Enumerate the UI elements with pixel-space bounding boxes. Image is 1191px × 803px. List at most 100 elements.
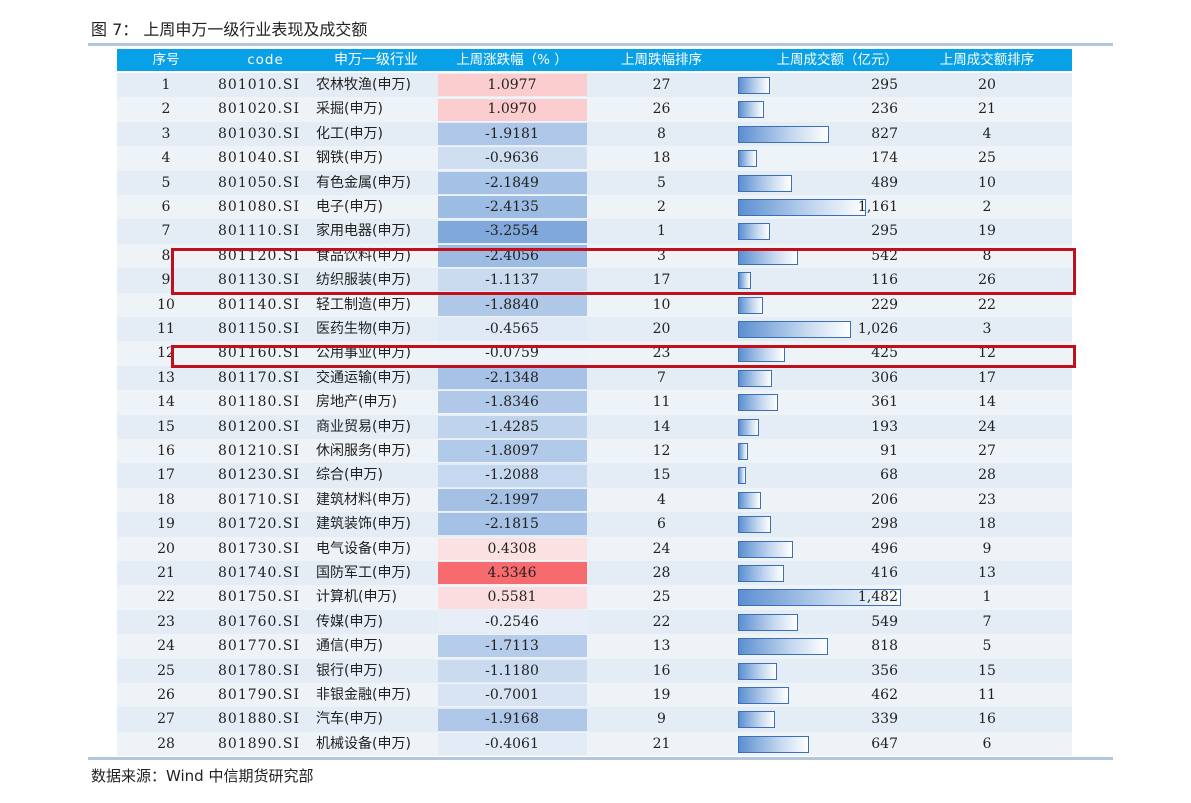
row-industry: 商业贸易(申万)	[316, 418, 411, 435]
row-change: -1.1137	[485, 272, 539, 289]
row-volume-rank: 10	[978, 174, 996, 191]
row-change-rank: 18	[652, 150, 671, 167]
row-index: 5	[161, 174, 171, 191]
row-volume: 116	[871, 272, 898, 289]
row-change: -2.1348	[485, 369, 539, 386]
volume-bar	[738, 199, 866, 216]
table-row	[117, 463, 1072, 488]
row-volume: 174	[871, 150, 898, 167]
row-change: -1.9181	[485, 125, 539, 142]
row-volume-rank: 21	[978, 101, 996, 118]
data-source: 数据来源：Wind 中信期货研究部	[91, 767, 314, 785]
row-volume-rank: 9	[982, 540, 992, 557]
change-heat-cell	[438, 415, 587, 438]
row-industry: 建筑装饰(申万)	[316, 516, 411, 533]
row-index: 24	[157, 638, 175, 655]
table-row	[117, 390, 1072, 415]
row-code: 801200.SI	[218, 418, 301, 435]
row-code: 801140.SI	[218, 296, 301, 313]
table-row	[117, 121, 1072, 147]
volume-bar	[738, 150, 758, 168]
volume-bar	[738, 613, 799, 631]
volume-bar	[738, 491, 761, 509]
row-volume-rank: 16	[978, 711, 996, 728]
row-volume: 1,026	[857, 321, 898, 337]
row-index: 11	[157, 321, 175, 337]
row-change: -0.4565	[485, 321, 539, 337]
row-code: 801050.SI	[218, 174, 301, 191]
change-heat-cell	[438, 269, 587, 292]
row-index: 20	[157, 540, 175, 557]
row-code: 801170.SI	[218, 369, 301, 386]
row-change: -2.1815	[485, 516, 539, 533]
row-volume-rank: 13	[978, 565, 996, 581]
table-row	[117, 97, 1072, 122]
volume-bar	[738, 711, 776, 729]
bottom-rule	[88, 757, 1113, 760]
row-code: 801040.SI	[218, 150, 301, 167]
row-industry: 农林牧渔(申万)	[316, 77, 411, 93]
row-industry: 国防军工(申万)	[316, 565, 411, 581]
row-volume: 489	[871, 174, 898, 191]
row-industry: 医药生物(申万)	[316, 321, 411, 337]
row-code: 801770.SI	[218, 638, 301, 655]
row-industry: 汽车(申万)	[316, 711, 383, 728]
row-industry: 纺织服装(申万)	[316, 272, 411, 289]
row-volume-rank: 23	[978, 491, 996, 508]
row-change-rank: 6	[657, 516, 666, 533]
volume-bar	[738, 516, 771, 534]
figure-title: 图 7： 上周申万一级行业表现及成交额	[91, 20, 368, 39]
row-change-rank: 10	[652, 296, 671, 313]
change-heat-cell	[438, 171, 587, 194]
volume-bar	[738, 321, 851, 338]
volume-bar	[738, 125, 829, 143]
volume-bar	[738, 272, 751, 290]
table-row	[117, 487, 1072, 513]
row-code: 801710.SI	[218, 491, 301, 508]
change-heat-cell	[438, 586, 587, 609]
row-code: 801030.SI	[218, 125, 301, 142]
row-change: -0.2546	[485, 613, 539, 630]
row-change: -2.1849	[485, 174, 539, 191]
row-index: 28	[157, 735, 175, 752]
row-change: -0.0759	[485, 345, 539, 362]
row-change: -2.1997	[485, 491, 539, 508]
volume-bar	[738, 77, 771, 94]
row-change: -1.2088	[485, 467, 539, 484]
row-code: 801790.SI	[218, 687, 301, 703]
table-row	[117, 317, 1072, 342]
row-volume: 542	[871, 247, 898, 264]
change-heat-cell	[438, 611, 587, 633]
volume-bar	[738, 540, 793, 558]
row-industry: 计算机(申万)	[316, 589, 397, 606]
change-heat-cell	[438, 74, 587, 97]
top-rule	[88, 43, 1113, 46]
row-change-rank: 14	[652, 418, 671, 435]
table-row	[117, 658, 1072, 683]
header-index: 序号	[117, 49, 215, 71]
row-volume-rank: 7	[982, 613, 992, 630]
row-change-rank: 21	[652, 735, 671, 752]
row-volume-rank: 8	[982, 247, 992, 264]
row-index: 23	[157, 613, 175, 630]
row-change-rank: 17	[652, 272, 671, 289]
row-index: 8	[161, 247, 171, 264]
row-change: -1.8346	[485, 394, 539, 411]
row-volume-rank: 3	[982, 321, 992, 337]
row-industry: 采掘(申万)	[316, 101, 383, 118]
table-row	[117, 219, 1072, 244]
row-volume: 206	[871, 491, 898, 508]
row-change: -1.9168	[485, 711, 539, 728]
change-heat-cell	[438, 537, 587, 560]
row-industry: 房地产(申万)	[316, 394, 397, 411]
row-change-rank: 12	[652, 443, 671, 459]
row-index: 10	[157, 296, 175, 313]
row-code: 801120.SI	[218, 247, 301, 264]
row-volume-rank: 26	[978, 272, 996, 289]
row-code: 801750.SI	[218, 589, 301, 606]
table-row	[117, 414, 1072, 439]
row-index: 4	[161, 150, 171, 167]
row-code: 801080.SI	[218, 199, 301, 215]
row-index: 25	[157, 662, 175, 679]
row-change-rank: 11	[652, 394, 671, 411]
